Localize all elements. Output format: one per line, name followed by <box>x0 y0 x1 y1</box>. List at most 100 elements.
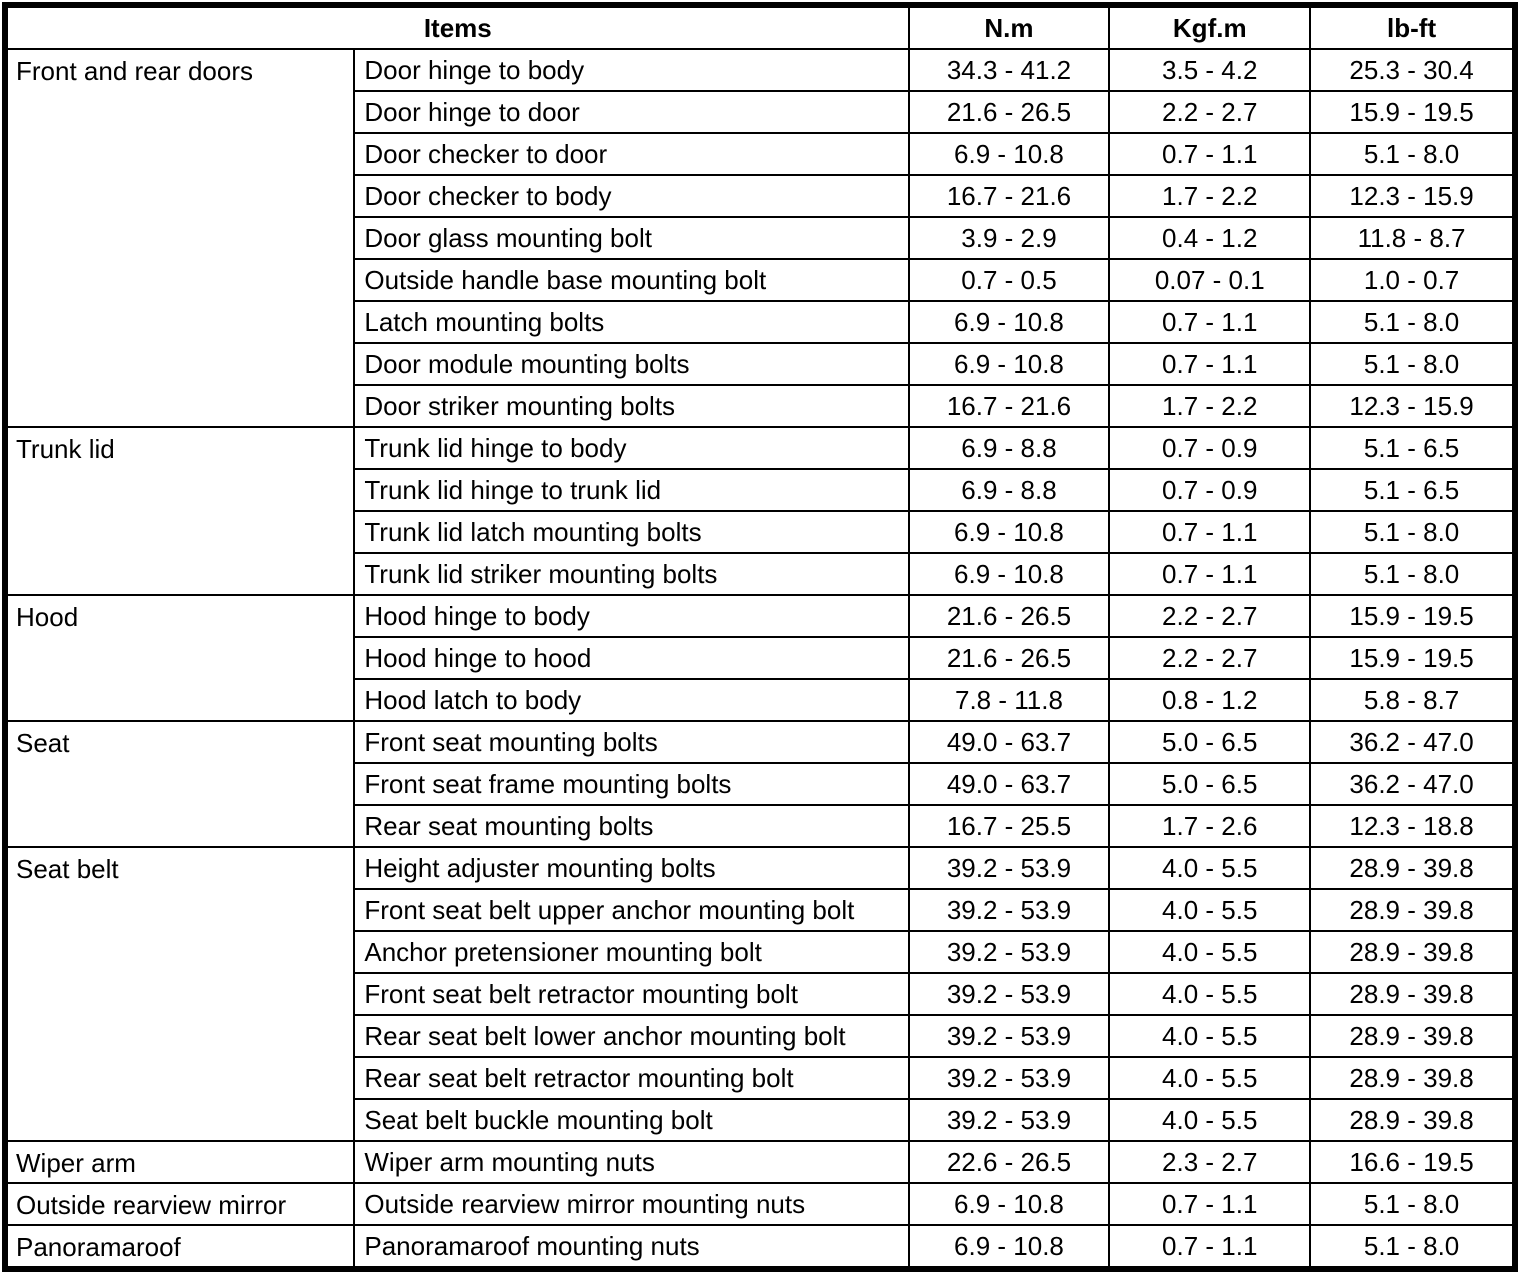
lbft-value-cell: 5.1 - 8.0 <box>1309 1224 1516 1270</box>
table-row: Door striker mounting bolts 16.7 - 21.6 1.… <box>5 384 1516 428</box>
kgfm-value-cell: 0.7 - 1.1 <box>1108 300 1312 344</box>
item-cell: Outside handle base mounting bolt <box>353 258 910 302</box>
lbft-value-cell: 12.3 - 15.9 <box>1309 384 1516 428</box>
kgfm-value-cell: 1.7 - 2.2 <box>1108 174 1312 218</box>
items-column-header: Items <box>4 4 910 50</box>
nm-value-cell: 3.9 - 2.9 <box>907 216 1111 260</box>
lbft-value-cell: 12.3 - 15.9 <box>1309 174 1516 218</box>
item-cell: Hood hinge to hood <box>353 636 910 680</box>
table-row: Door module mounting bolts 6.9 - 10.8 0.7 … <box>5 342 1516 386</box>
lbft-value-cell: 15.9 - 19.5 <box>1309 636 1516 680</box>
item-cell: Wiper arm mounting nuts <box>353 1140 910 1184</box>
category-cell: Seat <box>3 720 356 848</box>
kgfm-value-cell: 4.0 - 5.5 <box>1108 846 1312 890</box>
nm-value-cell: 0.7 - 0.5 <box>907 258 1111 302</box>
category-cell: Front and rear doors <box>3 48 356 428</box>
kgfm-value-cell: 1.7 - 2.2 <box>1108 384 1312 428</box>
kgfm-value-cell: 2.2 - 2.7 <box>1108 90 1312 134</box>
nm-value-cell: 16.7 - 21.6 <box>907 384 1111 428</box>
category-cell: Trunk lid <box>3 426 356 596</box>
lbft-value-cell: 28.9 - 39.8 <box>1309 846 1516 890</box>
nm-value-cell: 34.3 - 41.2 <box>907 48 1111 92</box>
lbft-value-cell: 28.9 - 39.8 <box>1309 972 1516 1016</box>
table-row: Rear seat belt retractor mounting bolt 39… <box>5 1056 1516 1100</box>
kgfm-column-header: Kgf.m <box>1108 4 1312 50</box>
kgfm-value-cell: 0.7 - 1.1 <box>1108 1182 1312 1226</box>
lbft-value-cell: 5.1 - 8.0 <box>1309 342 1516 386</box>
lbft-column-header: lb-ft <box>1309 4 1516 50</box>
item-cell: Door hinge to body <box>353 48 910 92</box>
lbft-value-cell: 28.9 - 39.8 <box>1309 1098 1516 1142</box>
lbft-value-cell: 5.1 - 8.0 <box>1309 510 1516 554</box>
table-row: Trunk lid latch mounting bolts 6.9 - 10.8… <box>5 510 1516 554</box>
table-row: Outside handle base mounting bolt 0.7 - 0… <box>5 258 1516 302</box>
item-cell: Door module mounting bolts <box>353 342 910 386</box>
lbft-value-cell: 28.9 - 39.8 <box>1309 1056 1516 1100</box>
lbft-value-cell: 5.8 - 8.7 <box>1309 678 1516 722</box>
category-cell: Panoramaroof <box>3 1224 356 1270</box>
item-cell: Hood latch to body <box>353 678 910 722</box>
nm-value-cell: 39.2 - 53.9 <box>907 930 1111 974</box>
kgfm-value-cell: 1.7 - 2.6 <box>1108 804 1312 848</box>
table-row: Hood latch to body 7.8 - 11.8 0.8 - 1.2 5.8… <box>5 678 1516 722</box>
nm-value-cell: 49.0 - 63.7 <box>907 720 1111 764</box>
nm-value-cell: 16.7 - 25.5 <box>907 804 1111 848</box>
item-cell: Anchor pretensioner mounting bolt <box>353 930 910 974</box>
nm-value-cell: 39.2 - 53.9 <box>907 1014 1111 1058</box>
item-cell: Trunk lid striker mounting bolts <box>353 552 910 596</box>
lbft-value-cell: 5.1 - 8.0 <box>1309 300 1516 344</box>
item-cell: Rear seat mounting bolts <box>353 804 910 848</box>
nm-value-cell: 49.0 - 63.7 <box>907 762 1111 806</box>
category-cell: Seat belt <box>3 846 356 1142</box>
lbft-value-cell: 36.2 - 47.0 <box>1309 720 1516 764</box>
table-row: Trunk lid Trunk lid hinge to body 6.9 - 8.… <box>3 426 1516 596</box>
table-row: Hood hinge to hood 21.6 - 26.5 2.2 - 2.7 15… <box>5 636 1516 680</box>
item-cell: Trunk lid latch mounting bolts <box>353 510 910 554</box>
category-cell: Wiper arm <box>3 1140 356 1184</box>
nm-value-cell: 39.2 - 53.9 <box>907 888 1111 932</box>
nm-value-cell: 39.2 - 53.9 <box>907 972 1111 1016</box>
table-row: Outside rearview mirror Outside rearview … <box>3 1182 1516 1226</box>
item-cell: Rear seat belt retractor mounting bolt <box>353 1056 910 1100</box>
lbft-value-cell: 36.2 - 47.0 <box>1309 762 1516 806</box>
category-cell: Hood <box>3 594 356 722</box>
item-cell: Hood hinge to body <box>353 594 910 638</box>
table-row: Rear seat belt lower anchor mounting bol… <box>5 1014 1516 1058</box>
item-cell: Outside rearview mirror mounting nuts <box>353 1182 910 1226</box>
table-row: Wiper arm Wiper arm mounting nuts 22.6 - 2… <box>3 1140 1516 1184</box>
kgfm-value-cell: 0.7 - 1.1 <box>1108 552 1312 596</box>
category-cell: Outside rearview mirror <box>3 1182 356 1226</box>
lbft-value-cell: 28.9 - 39.8 <box>1309 1014 1516 1058</box>
nm-value-cell: 39.2 - 53.9 <box>907 1098 1111 1142</box>
nm-value-cell: 39.2 - 53.9 <box>907 846 1111 890</box>
lbft-value-cell: 5.1 - 8.0 <box>1309 132 1516 176</box>
table-row: Panoramaroof Panoramaroof mounting nuts 6.… <box>3 1224 1516 1270</box>
nm-value-cell: 6.9 - 8.8 <box>907 468 1111 512</box>
nm-value-cell: 16.7 - 21.6 <box>907 174 1111 218</box>
table-row: Seat belt Height adjuster mounting bolts 3… <box>3 846 1516 1142</box>
kgfm-value-cell: 3.5 - 4.2 <box>1108 48 1312 92</box>
kgfm-value-cell: 0.7 - 1.1 <box>1108 342 1312 386</box>
lbft-value-cell: 16.6 - 19.5 <box>1309 1140 1516 1184</box>
lbft-value-cell: 5.1 - 8.0 <box>1309 552 1516 596</box>
table-row: Door checker to door 6.9 - 10.8 0.7 - 1.1 5… <box>5 132 1516 176</box>
nm-value-cell: 6.9 - 8.8 <box>907 426 1111 470</box>
nm-value-cell: 21.6 - 26.5 <box>907 90 1111 134</box>
kgfm-value-cell: 4.0 - 5.5 <box>1108 1014 1312 1058</box>
item-cell: Trunk lid hinge to body <box>353 426 910 470</box>
table-header: Items N.m Kgf.m lb-ft <box>4 4 1516 50</box>
nm-value-cell: 39.2 - 53.9 <box>907 1056 1111 1100</box>
nm-column-header: N.m <box>907 4 1111 50</box>
kgfm-value-cell: 0.7 - 1.1 <box>1108 1224 1312 1270</box>
lbft-value-cell: 15.9 - 19.5 <box>1309 90 1516 134</box>
lbft-value-cell: 5.1 - 8.0 <box>1309 1182 1516 1226</box>
item-cell: Front seat belt upper anchor mounting bo… <box>353 888 910 932</box>
kgfm-value-cell: 0.8 - 1.2 <box>1108 678 1312 722</box>
nm-value-cell: 21.6 - 26.5 <box>907 594 1111 638</box>
table-row: Door hinge to door 21.6 - 26.5 2.2 - 2.7 15… <box>5 90 1516 134</box>
item-cell: Door striker mounting bolts <box>353 384 910 428</box>
kgfm-value-cell: 5.0 - 6.5 <box>1108 720 1312 764</box>
nm-value-cell: 6.9 - 10.8 <box>907 300 1111 344</box>
table-row: Front seat belt retractor mounting bolt 3… <box>5 972 1516 1016</box>
